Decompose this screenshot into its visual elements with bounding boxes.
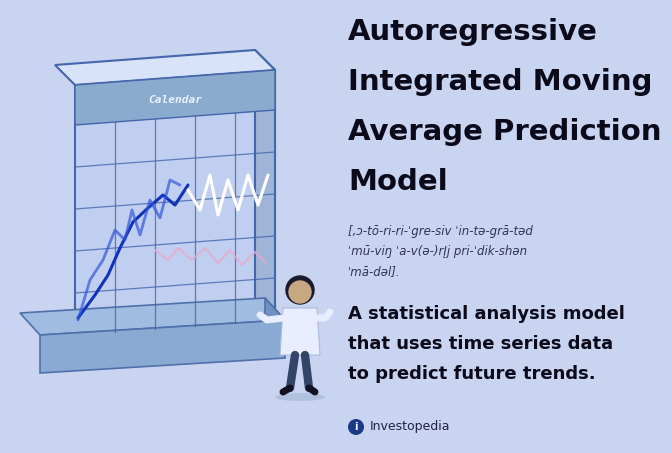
Text: Autoregressive: Autoregressive	[348, 18, 598, 46]
Text: ˈmā-dəl].: ˈmā-dəl].	[348, 265, 401, 278]
Text: that uses time series data: that uses time series data	[348, 335, 613, 353]
Text: Model: Model	[348, 168, 448, 196]
Text: ˈmū-viŋ ˈa-v(ə-)rĮj pri-ˈdik-shən: ˈmū-viŋ ˈa-v(ə-)rĮj pri-ˈdik-shən	[348, 245, 527, 258]
Circle shape	[348, 419, 364, 435]
Text: Integrated Moving: Integrated Moving	[348, 68, 653, 96]
Circle shape	[289, 281, 311, 303]
Polygon shape	[265, 298, 285, 358]
Polygon shape	[40, 320, 285, 373]
Text: A statistical analysis model: A statistical analysis model	[348, 305, 625, 323]
Polygon shape	[55, 50, 275, 85]
Polygon shape	[75, 70, 275, 335]
Polygon shape	[75, 70, 275, 125]
Text: to predict future trends.: to predict future trends.	[348, 365, 595, 383]
Polygon shape	[20, 298, 285, 335]
Text: Calendar: Calendar	[148, 95, 202, 105]
Text: Investopedia: Investopedia	[370, 420, 450, 433]
Circle shape	[286, 276, 314, 304]
Text: i: i	[354, 422, 358, 432]
Polygon shape	[280, 308, 320, 355]
Text: [,ɔ-tō-ri-ri-ˈgre-siv ˈin-tə-grā-təd: [,ɔ-tō-ri-ri-ˈgre-siv ˈin-tə-grā-təd	[348, 225, 533, 238]
Polygon shape	[255, 50, 275, 320]
Ellipse shape	[275, 393, 325, 401]
Text: Average Prediction: Average Prediction	[348, 118, 661, 146]
